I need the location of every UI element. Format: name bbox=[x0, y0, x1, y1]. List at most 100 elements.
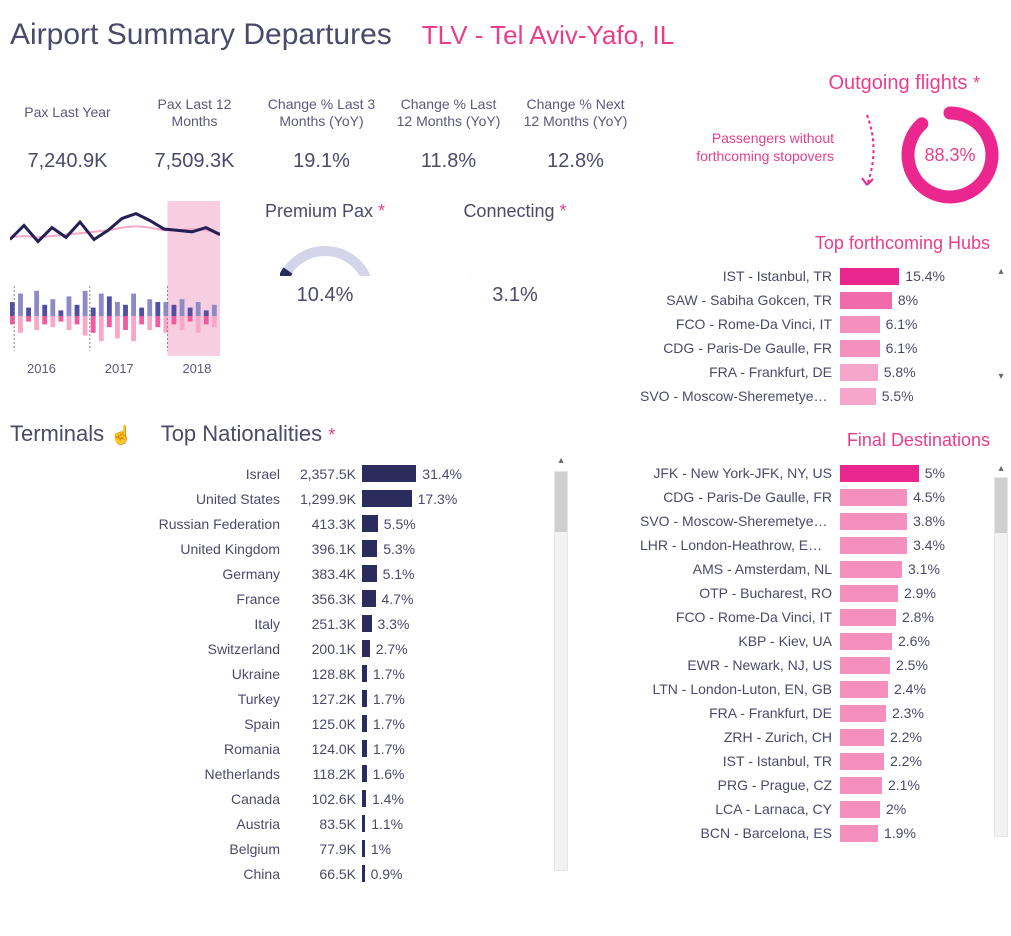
nat-pct: 31.4% bbox=[416, 466, 462, 482]
nat-name: Ukraine bbox=[130, 666, 290, 682]
list-item[interactable]: LTN - London-Luton, EN, GB 2.4% bbox=[640, 677, 1000, 701]
connecting-card[interactable]: Connecting * 3.1% bbox=[430, 201, 600, 381]
scroll-up-icon[interactable]: ▴ bbox=[554, 453, 568, 467]
table-row[interactable]: Austria 83.5K 1.1% bbox=[130, 811, 560, 836]
table-row[interactable]: China 66.5K 0.9% bbox=[130, 861, 560, 886]
connecting-title-text: Connecting bbox=[463, 201, 554, 221]
nat-value: 128.8K bbox=[290, 666, 362, 682]
nationalities-title-text: Top Nationalities bbox=[161, 421, 322, 446]
outgoing-title-text: Outgoing flights bbox=[828, 72, 967, 94]
kpi-card[interactable]: Change % Last 12 Months (YoY) 11.8% bbox=[391, 86, 506, 173]
dest-name: SVO - Moscow-Sheremetyevo, .. bbox=[640, 513, 840, 529]
nat-bar: 1.6% bbox=[362, 765, 462, 782]
scroll-up-icon[interactable]: ▴ bbox=[994, 461, 1008, 475]
terminals-title[interactable]: Terminals ☝ bbox=[10, 421, 133, 447]
kpi-card[interactable]: Pax Last 12 Months 7,509.3K bbox=[137, 86, 252, 173]
header: Airport Summary Departures TLV - Tel Avi… bbox=[10, 18, 1001, 52]
nat-bar: 4.7% bbox=[362, 590, 462, 607]
nat-pct: 3.3% bbox=[372, 616, 410, 632]
list-item[interactable]: FCO - Rome-Da Vinci, IT 6.1% bbox=[640, 312, 1000, 336]
table-row[interactable]: Italy 251.3K 3.3% bbox=[130, 611, 560, 636]
list-item[interactable]: KBP - Kiev, UA 2.6% bbox=[640, 629, 1000, 653]
kpi-label: Change % Last 3 Months (YoY) bbox=[264, 86, 379, 140]
nationalities-table[interactable]: ▴ Israel 2,357.5K 31.4% United States 1,… bbox=[130, 461, 560, 886]
list-item[interactable]: ZRH - Zurich, CH 2.2% bbox=[640, 725, 1000, 749]
table-row[interactable]: Switzerland 200.1K 2.7% bbox=[130, 636, 560, 661]
premium-title: Premium Pax * bbox=[240, 201, 410, 222]
table-row[interactable]: France 356.3K 4.7% bbox=[130, 586, 560, 611]
dest-name: JFK - New York-JFK, NY, US bbox=[640, 465, 840, 481]
nat-bar: 1.4% bbox=[362, 790, 462, 807]
list-item[interactable]: LHR - London-Heathrow, EN, GB 3.4% bbox=[640, 533, 1000, 557]
nat-bar: 3.3% bbox=[362, 615, 462, 632]
dest-name: BCN - Barcelona, ES bbox=[640, 825, 840, 841]
nat-bar: 17.3% bbox=[362, 490, 462, 507]
scrollbar[interactable] bbox=[994, 477, 1008, 837]
list-item[interactable]: IST - Istanbul, TR 2.2% bbox=[640, 749, 1000, 773]
table-row[interactable]: United States 1,299.9K 17.3% bbox=[130, 486, 560, 511]
kpi-label: Pax Last 12 Months bbox=[137, 86, 252, 140]
scrollbar[interactable] bbox=[554, 471, 568, 871]
dest-name: LTN - London-Luton, EN, GB bbox=[640, 681, 840, 697]
kpi-card[interactable]: Change % Next 12 Months (YoY) 12.8% bbox=[518, 86, 633, 173]
nat-pct: 4.7% bbox=[376, 591, 414, 607]
dest-pct: 1.9% bbox=[878, 825, 916, 841]
table-row[interactable]: Turkey 127.2K 1.7% bbox=[130, 686, 560, 711]
kpi-card[interactable]: Pax Last Year 7,240.9K bbox=[10, 86, 125, 173]
list-item[interactable]: FCO - Rome-Da Vinci, IT 2.8% bbox=[640, 605, 1000, 629]
nat-value: 102.6K bbox=[290, 791, 362, 807]
list-item[interactable]: OTP - Bucharest, RO 2.9% bbox=[640, 581, 1000, 605]
list-item[interactable]: CDG - Paris-De Gaulle, FR 6.1% bbox=[640, 336, 1000, 360]
kpi-card[interactable]: Change % Last 3 Months (YoY) 19.1% bbox=[264, 86, 379, 173]
list-item[interactable]: EWR - Newark, NJ, US 2.5% bbox=[640, 653, 1000, 677]
nat-bar: 1% bbox=[362, 840, 462, 857]
destinations-list[interactable]: ▴ JFK - New York-JFK, NY, US 5%CDG - Par… bbox=[640, 461, 1000, 845]
nat-bar: 5.3% bbox=[362, 540, 462, 557]
outgoing-pct: 88.3% bbox=[900, 105, 1000, 205]
dest-name: IST - Istanbul, TR bbox=[640, 753, 840, 769]
dest-pct: 3.8% bbox=[907, 513, 945, 529]
list-item[interactable]: FRA - Frankfurt, DE 5.8% bbox=[640, 360, 1000, 384]
table-row[interactable]: Ukraine 128.8K 1.7% bbox=[130, 661, 560, 686]
list-item[interactable]: AMS - Amsterdam, NL 3.1% bbox=[640, 557, 1000, 581]
hub-pct: 8% bbox=[892, 292, 918, 308]
outgoing-block[interactable]: Passengers without forthcoming stopovers… bbox=[640, 105, 1000, 205]
connecting-value: 3.1% bbox=[430, 284, 600, 307]
list-item[interactable]: PRG - Prague, CZ 2.1% bbox=[640, 773, 1000, 797]
dest-name: KBP - Kiev, UA bbox=[640, 633, 840, 649]
nat-pct: 1.4% bbox=[366, 791, 404, 807]
dest-pct: 2.2% bbox=[884, 753, 922, 769]
list-item[interactable]: CDG - Paris-De Gaulle, FR 4.5% bbox=[640, 485, 1000, 509]
list-item[interactable]: SVO - Moscow-Sheremetyevo, .. 3.8% bbox=[640, 509, 1000, 533]
table-row[interactable]: Russian Federation 413.3K 5.5% bbox=[130, 511, 560, 536]
nat-pct: 1.7% bbox=[367, 691, 405, 707]
table-row[interactable]: Romania 124.0K 1.7% bbox=[130, 736, 560, 761]
premium-pax-card[interactable]: Premium Pax * 10.4% bbox=[240, 201, 410, 381]
list-item[interactable]: JFK - New York-JFK, NY, US 5% bbox=[640, 461, 1000, 485]
list-item[interactable]: SVO - Moscow-Sheremetyevo, .. 5.5% bbox=[640, 384, 1000, 408]
scroll-up-icon[interactable]: ▴ bbox=[994, 264, 1008, 278]
nat-name: Russian Federation bbox=[130, 516, 290, 532]
list-item[interactable]: SAW - Sabiha Gokcen, TR 8% bbox=[640, 288, 1000, 312]
hubs-list[interactable]: ▴ ▾ IST - Istanbul, TR 15.4%SAW - Sabiha… bbox=[640, 264, 1000, 408]
dest-pct: 4.5% bbox=[907, 489, 945, 505]
nat-pct: 5.5% bbox=[378, 516, 416, 532]
list-item[interactable]: BCN - Barcelona, ES 1.9% bbox=[640, 821, 1000, 845]
nat-value: 118.2K bbox=[290, 766, 362, 782]
table-row[interactable]: Israel 2,357.5K 31.4% bbox=[130, 461, 560, 486]
table-row[interactable]: Netherlands 118.2K 1.6% bbox=[130, 761, 560, 786]
list-item[interactable]: LCA - Larnaca, CY 2% bbox=[640, 797, 1000, 821]
table-row[interactable]: Spain 125.0K 1.7% bbox=[130, 711, 560, 736]
table-row[interactable]: Germany 383.4K 5.1% bbox=[130, 561, 560, 586]
table-row[interactable]: Canada 102.6K 1.4% bbox=[130, 786, 560, 811]
nat-value: 1,299.9K bbox=[290, 491, 362, 507]
list-item[interactable]: FRA - Frankfurt, DE 2.3% bbox=[640, 701, 1000, 725]
scroll-down-icon[interactable]: ▾ bbox=[994, 369, 1008, 383]
table-row[interactable]: United Kingdom 396.1K 5.3% bbox=[130, 536, 560, 561]
trend-chart[interactable]: 201620172018 bbox=[10, 201, 220, 381]
scroll-thumb[interactable] bbox=[555, 472, 567, 532]
nationalities-title[interactable]: Top Nationalities * bbox=[161, 421, 336, 447]
scroll-thumb[interactable] bbox=[995, 478, 1007, 533]
table-row[interactable]: Belgium 77.9K 1% bbox=[130, 836, 560, 861]
list-item[interactable]: IST - Istanbul, TR 15.4% bbox=[640, 264, 1000, 288]
